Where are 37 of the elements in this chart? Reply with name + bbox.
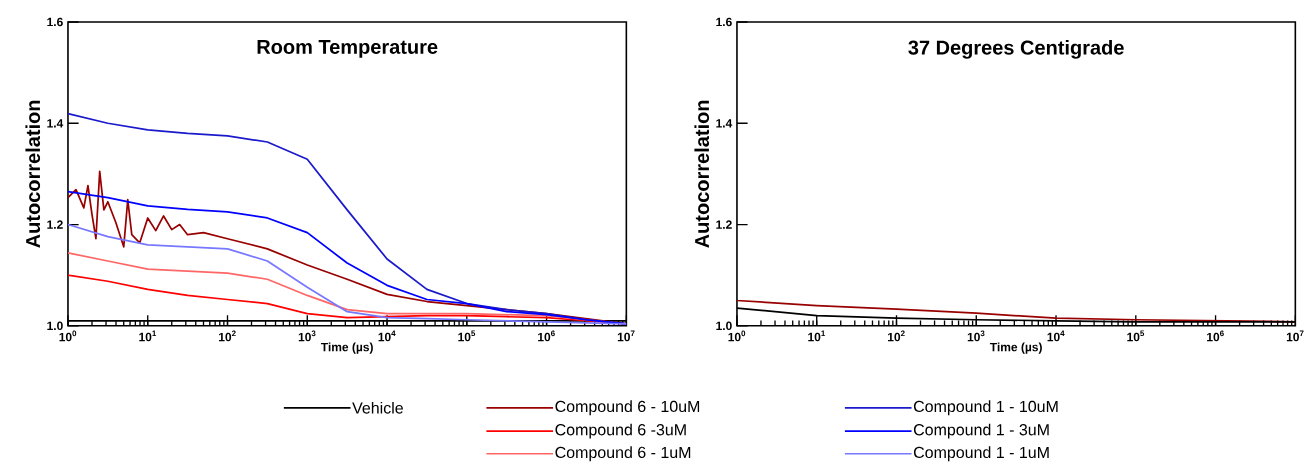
x-tick-label: 10$^{2}$ <box>219 330 236 342</box>
legend-label: Vehicle <box>352 402 403 414</box>
x-tick-label: 10$^{6}$ <box>1207 330 1224 342</box>
legend-label: Compound 6 -3uM <box>555 423 686 439</box>
x-tick-label: 10$^{6}$ <box>538 330 555 342</box>
x-tick-label: 10$^{1}$ <box>139 330 157 342</box>
x-tick-label: 10$^{0}$ <box>728 330 746 342</box>
legend-label: Compound 1 - 3uM <box>913 423 1049 439</box>
x-tick-label: 10$^{3}$ <box>298 330 316 342</box>
y-tick-label: 1.4 <box>716 119 733 128</box>
y-axis-title: Autocorrelation <box>25 100 41 248</box>
x-tick-label: 10$^{7}$ <box>1286 330 1304 342</box>
y-axis-title: Autocorrelation <box>694 100 710 248</box>
y-tick-label: 1.2 <box>47 220 63 229</box>
y-tick-label: 1.4 <box>47 119 64 128</box>
y-tick-label: 1.6 <box>47 17 63 27</box>
x-tick-label: 10$^{2}$ <box>888 330 905 342</box>
x-axis-title: Time (µs) <box>320 342 373 354</box>
x-tick-label: 10$^{5}$ <box>458 330 476 342</box>
legend-label: Compound 6 - 1uM <box>555 446 691 462</box>
x-tick-label: 10$^{1}$ <box>808 330 826 342</box>
y-tick-label: 1.6 <box>716 17 732 27</box>
x-axis-title: Time (µs) <box>989 342 1042 354</box>
x-tick-label: 10$^{7}$ <box>617 330 635 342</box>
x-tick-label: 10$^{5}$ <box>1127 330 1145 342</box>
text: Room Temperature <box>257 40 438 58</box>
y-tick-label: 1.0 <box>716 321 732 331</box>
x-tick-label: 10$^{3}$ <box>967 330 985 342</box>
y-tick-label: 1.0 <box>47 321 63 331</box>
legend-label: Compound 1 - 1uM <box>913 446 1049 462</box>
legend-label: Compound 6 - 10uM <box>555 400 700 416</box>
y-tick-label: 1.2 <box>716 220 732 229</box>
text: 37 Degrees Centigrade <box>908 40 1124 59</box>
x-tick-label: 10$^{0}$ <box>59 330 77 342</box>
x-tick-label: 10$^{4}$ <box>1047 330 1065 342</box>
x-tick-label: 10$^{4}$ <box>378 330 396 342</box>
legend-label: Compound 1 - 10uM <box>913 400 1058 416</box>
